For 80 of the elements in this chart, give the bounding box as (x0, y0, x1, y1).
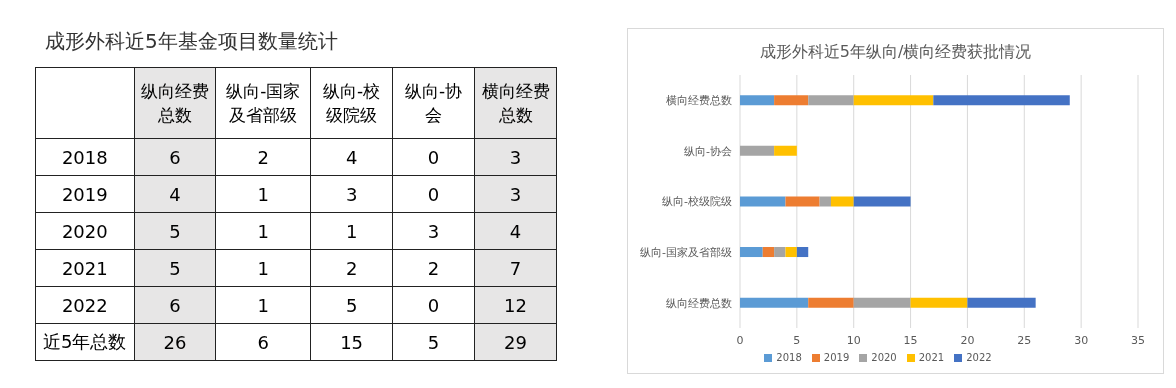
bar (796, 247, 809, 258)
x-tick-label: 20 (960, 333, 975, 347)
data-label: 29 (474, 323, 557, 361)
bar (853, 297, 911, 308)
data-label: 0 (392, 138, 475, 176)
bar (910, 297, 968, 308)
bar (830, 196, 854, 207)
bar (740, 297, 809, 308)
legend-label: 2021 (918, 352, 945, 363)
bar (774, 145, 797, 156)
chart-title: 成形外科近5年纵向/横向经费获批情况 (758, 42, 1033, 63)
data-label: 2 (392, 249, 475, 287)
bar (853, 196, 911, 207)
bar (785, 247, 797, 258)
x-tick-label: 0 (736, 333, 744, 347)
data-label: 4 (310, 138, 393, 176)
x-tick-label: 纵向-协会 (392, 67, 475, 139)
data-label: 3 (392, 212, 475, 250)
data-label: 4 (134, 175, 216, 213)
data-label: 3 (474, 175, 557, 213)
bar (785, 196, 820, 207)
bar (774, 247, 786, 258)
x-tick-label: 15 (903, 333, 918, 347)
x-tick-label: 10 (846, 333, 861, 347)
chart-title: 成形外科近5年基金项目数量统计 (45, 28, 339, 55)
data-label: 6 (134, 286, 216, 324)
y-tick-label: 2019 (35, 175, 135, 213)
bar (808, 95, 854, 106)
y-tick-label: 纵向-协会 (684, 144, 732, 158)
data-label: 6 (134, 138, 216, 176)
legend-label: 2022 (966, 352, 992, 363)
y-tick-label: 纵向-国家及省部级 (640, 246, 732, 260)
bar (853, 95, 934, 106)
data-label: 0 (392, 175, 475, 213)
x-tick-label: 35 (1131, 333, 1145, 347)
bar (740, 95, 775, 106)
bar (740, 145, 775, 156)
data-label: 7 (474, 249, 557, 287)
bar (740, 196, 786, 207)
data-label: 0 (392, 286, 475, 324)
data-label: 1 (215, 175, 311, 213)
data-label: 3 (310, 175, 393, 213)
legend-label: 2019 (823, 352, 850, 363)
data-label: 12 (474, 286, 557, 324)
bar (808, 297, 854, 308)
data-label: 1 (215, 286, 311, 324)
y-tick-label: 近5年总数 (35, 323, 135, 361)
data-label: 1 (310, 212, 393, 250)
y-tick-label: 2022 (35, 286, 135, 324)
bar (740, 247, 763, 258)
x-tick-label: 5 (793, 333, 801, 347)
bar (933, 95, 1070, 106)
data-label: 1 (215, 212, 311, 250)
data-label: 2 (310, 249, 393, 287)
bar (819, 196, 831, 207)
data-label: 26 (134, 323, 216, 361)
bar (774, 95, 809, 106)
data-label: 5 (134, 212, 216, 250)
data-label: 1 (215, 249, 311, 287)
data-label: 4 (474, 212, 557, 250)
x-tick-label: 横向经费总数 (474, 67, 557, 139)
y-tick-label: 2020 (35, 212, 135, 250)
data-label: 6 (215, 323, 311, 361)
data-label: 3 (474, 138, 557, 176)
data-label: 5 (310, 286, 393, 324)
legend-label: 2020 (871, 352, 897, 363)
data-label: 2 (215, 138, 311, 176)
bar (762, 247, 775, 258)
y-tick-label: 2018 (35, 138, 135, 176)
data-label: 5 (134, 249, 216, 287)
x-tick-label: 纵向-校级院级 (310, 67, 393, 139)
bar (967, 297, 1036, 308)
y-tick-label: 纵向经费总数 (666, 296, 732, 310)
legend-label: 2018 (776, 352, 802, 363)
x-tick-label: 25 (1017, 333, 1032, 347)
y-tick-label: 纵向-校级院级 (662, 195, 732, 209)
x-tick-label: 纵向-国家及省部级 (215, 67, 311, 139)
x-tick-label: 纵向经费总数 (134, 67, 216, 139)
x-tick-label: 30 (1074, 333, 1089, 347)
y-tick-label: 2021 (35, 249, 135, 287)
